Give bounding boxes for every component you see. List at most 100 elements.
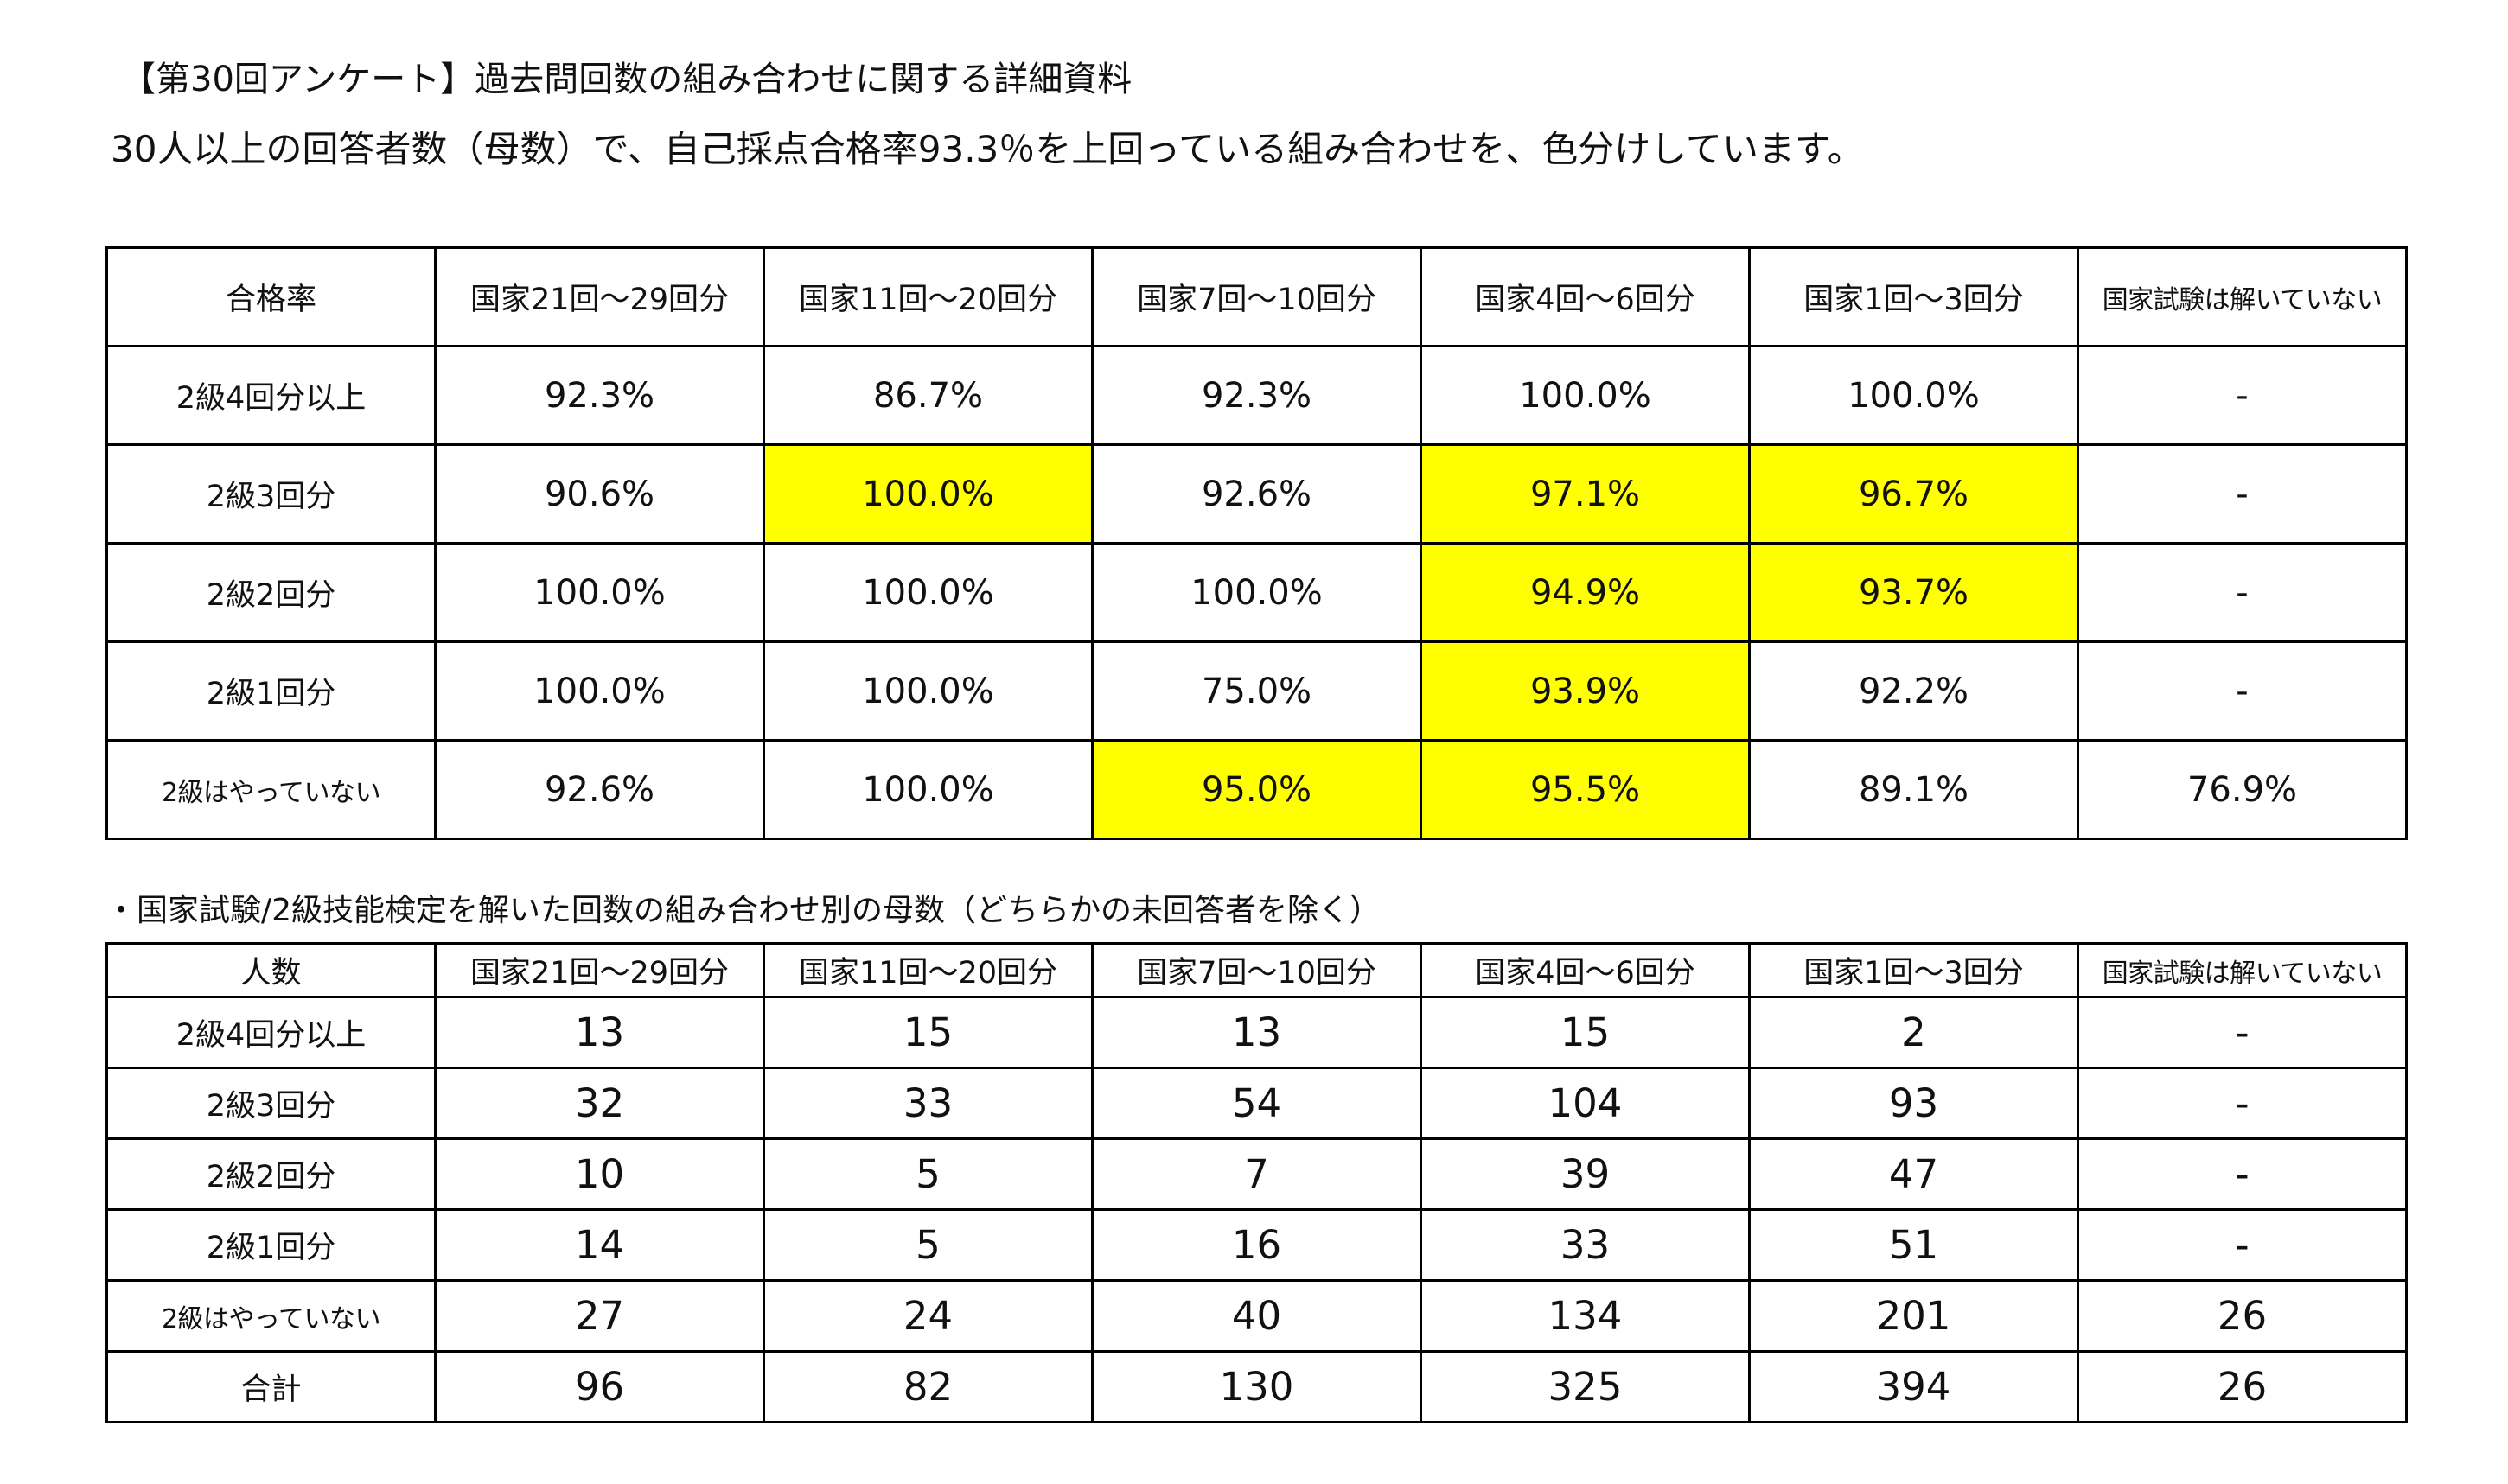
rate-cell: - xyxy=(2077,640,2408,742)
row-label: 2級3回分 xyxy=(105,1067,437,1140)
count-cell: 5 xyxy=(763,1137,1094,1211)
table-row: 2級2回分 10 5 7 39 47 - xyxy=(105,1137,2408,1211)
rate-cell: 90.6% xyxy=(434,443,765,545)
rate-cell: - xyxy=(2077,345,2408,446)
column-header: 国家7回～10回分 xyxy=(1091,942,1422,998)
corner-label: 合格率 xyxy=(105,246,437,347)
rate-cell: 92.3% xyxy=(1091,345,1422,446)
rate-cell: 92.3% xyxy=(434,345,765,446)
total-cell: 325 xyxy=(1420,1350,1751,1423)
table-row: 2級4回分以上 92.3% 86.7% 92.3% 100.0% 100.0% … xyxy=(105,345,2408,446)
rate-cell: 89.1% xyxy=(1748,739,2079,840)
rate-cell: 100.0% xyxy=(434,542,765,643)
count-cell: 13 xyxy=(1091,996,1422,1069)
table-row: 2級3回分 90.6% 100.0% 92.6% 97.1% 96.7% - xyxy=(105,443,2408,545)
row-label: 2級4回分以上 xyxy=(105,345,437,446)
table-row: 2級4回分以上 13 15 13 15 2 - xyxy=(105,996,2408,1069)
rate-cell-highlighted: 93.7% xyxy=(1748,542,2079,643)
count-cell: 5 xyxy=(763,1208,1094,1282)
count-cell: 93 xyxy=(1748,1067,2079,1140)
rate-cell: 76.9% xyxy=(2077,739,2408,840)
count-cell: 15 xyxy=(1420,996,1751,1069)
column-header: 国家1回～3回分 xyxy=(1748,942,2079,998)
rate-cell-highlighted: 96.7% xyxy=(1748,443,2079,545)
rate-cell-highlighted: 93.9% xyxy=(1420,640,1751,742)
row-label: 2級1回分 xyxy=(105,640,437,742)
count-cell: 201 xyxy=(1748,1279,2079,1353)
count-cell: 13 xyxy=(434,996,765,1069)
table-row: 2級1回分 14 5 16 33 51 - xyxy=(105,1208,2408,1282)
rate-cell: 100.0% xyxy=(763,542,1094,643)
count-table-note: ・国家試験/2級技能検定を解いた回数の組み合わせ別の母数（どちらかの未回答者を除… xyxy=(105,893,1382,928)
row-label: 2級2回分 xyxy=(105,542,437,643)
total-cell: 82 xyxy=(763,1350,1094,1423)
rate-cell: 92.6% xyxy=(434,739,765,840)
row-label: 合計 xyxy=(105,1350,437,1423)
rate-cell: 100.0% xyxy=(1091,542,1422,643)
column-header: 国家試験は解いていない xyxy=(2077,942,2408,998)
count-cell: - xyxy=(2077,996,2408,1069)
column-header: 国家4回～6回分 xyxy=(1420,942,1751,998)
table-row: 2級はやっていない 27 24 40 134 201 26 xyxy=(105,1279,2408,1353)
page-title: 【第30回アンケート】過去問回数の組み合わせに関する詳細資料 xyxy=(121,60,1133,99)
table-row: 2級1回分 100.0% 100.0% 75.0% 93.9% 92.2% - xyxy=(105,640,2408,742)
count-cell: 134 xyxy=(1420,1279,1751,1353)
rate-cell: 75.0% xyxy=(1091,640,1422,742)
count-cell: 24 xyxy=(763,1279,1094,1353)
corner-label: 人数 xyxy=(105,942,437,998)
count-cell: - xyxy=(2077,1137,2408,1211)
total-cell: 26 xyxy=(2077,1350,2408,1423)
column-header: 国家7回～10回分 xyxy=(1091,246,1422,347)
rate-cell-highlighted: 95.5% xyxy=(1420,739,1751,840)
count-cell: 39 xyxy=(1420,1137,1751,1211)
count-cell: 10 xyxy=(434,1137,765,1211)
total-cell: 96 xyxy=(434,1350,765,1423)
total-cell: 130 xyxy=(1091,1350,1422,1423)
rate-cell: - xyxy=(2077,542,2408,643)
row-label: 2級はやっていない xyxy=(105,1279,437,1353)
rate-cell: 100.0% xyxy=(763,640,1094,742)
column-header: 国家1回～3回分 xyxy=(1748,246,2079,347)
count-cell: 33 xyxy=(1420,1208,1751,1282)
rate-cell-highlighted: 97.1% xyxy=(1420,443,1751,545)
count-cell: 7 xyxy=(1091,1137,1422,1211)
count-cell: 32 xyxy=(434,1067,765,1140)
column-header: 国家21回～29回分 xyxy=(434,246,765,347)
table-header-row: 人数 国家21回～29回分 国家11回～20回分 国家7回～10回分 国家4回～… xyxy=(105,942,2408,998)
rate-cell: 100.0% xyxy=(434,640,765,742)
row-label: 2級はやっていない xyxy=(105,739,437,840)
count-cell: - xyxy=(2077,1067,2408,1140)
rate-cell: 86.7% xyxy=(763,345,1094,446)
page-subtitle: 30人以上の回答者数（母数）で、自己採点合格率93.3％を上回っている組み合わせ… xyxy=(111,128,1864,170)
count-cell: 15 xyxy=(763,996,1094,1069)
count-cell: - xyxy=(2077,1208,2408,1282)
count-cell: 51 xyxy=(1748,1208,2079,1282)
count-cell: 2 xyxy=(1748,996,2079,1069)
total-cell: 394 xyxy=(1748,1350,2079,1423)
rate-cell-highlighted: 95.0% xyxy=(1091,739,1422,840)
column-header: 国家4回～6回分 xyxy=(1420,246,1751,347)
respondent-count-table: 人数 国家21回～29回分 国家11回～20回分 国家7回～10回分 国家4回～… xyxy=(105,942,2408,1423)
count-cell: 27 xyxy=(434,1279,765,1353)
row-label: 2級4回分以上 xyxy=(105,996,437,1069)
count-cell: 54 xyxy=(1091,1067,1422,1140)
rate-cell: 92.2% xyxy=(1748,640,2079,742)
count-cell: 104 xyxy=(1420,1067,1751,1140)
rate-cell: 100.0% xyxy=(1748,345,2079,446)
pass-rate-table: 合格率 国家21回～29回分 国家11回～20回分 国家7回～10回分 国家4回… xyxy=(105,246,2408,840)
rate-cell-highlighted: 100.0% xyxy=(763,443,1094,545)
count-cell: 16 xyxy=(1091,1208,1422,1282)
column-header: 国家11回～20回分 xyxy=(763,942,1094,998)
count-cell: 33 xyxy=(763,1067,1094,1140)
table-row: 2級はやっていない 92.6% 100.0% 95.0% 95.5% 89.1%… xyxy=(105,739,2408,840)
table-row: 2級2回分 100.0% 100.0% 100.0% 94.9% 93.7% - xyxy=(105,542,2408,643)
table-header-row: 合格率 国家21回～29回分 国家11回～20回分 国家7回～10回分 国家4回… xyxy=(105,246,2408,347)
table-total-row: 合計 96 82 130 325 394 26 xyxy=(105,1350,2408,1423)
rate-cell-highlighted: 94.9% xyxy=(1420,542,1751,643)
count-cell: 14 xyxy=(434,1208,765,1282)
column-header: 国家11回～20回分 xyxy=(763,246,1094,347)
column-header: 国家試験は解いていない xyxy=(2077,246,2408,347)
rate-cell: 100.0% xyxy=(763,739,1094,840)
count-cell: 40 xyxy=(1091,1279,1422,1353)
table-row: 2級3回分 32 33 54 104 93 - xyxy=(105,1067,2408,1140)
